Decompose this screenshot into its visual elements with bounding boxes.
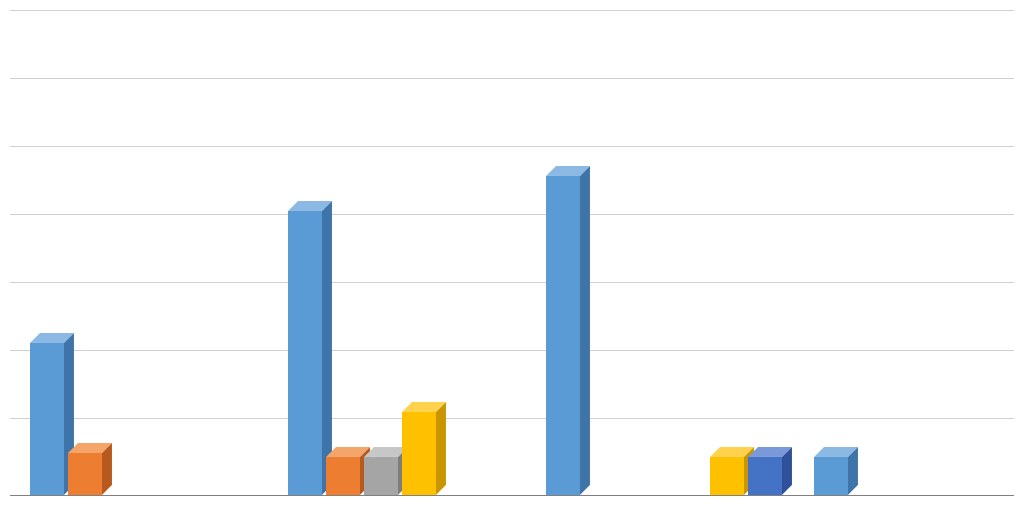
- bar: [326, 457, 360, 495]
- bar-front: [326, 457, 360, 495]
- gridline: [10, 282, 1014, 283]
- bar-front: [30, 343, 64, 495]
- bar: [748, 457, 782, 495]
- bar-side: [580, 166, 590, 495]
- bar-front: [68, 453, 102, 495]
- bar: [402, 412, 436, 495]
- gridline: [10, 146, 1014, 147]
- bar-side: [436, 402, 446, 495]
- gridline: [10, 350, 1014, 351]
- bar-front: [710, 457, 744, 495]
- bar: [288, 211, 322, 495]
- bar: [364, 457, 398, 495]
- bar-front: [814, 457, 848, 495]
- bar-front: [546, 176, 580, 495]
- bar: [814, 457, 848, 495]
- bar-chart: [0, 0, 1024, 515]
- bar-front: [402, 412, 436, 495]
- bar: [68, 453, 102, 495]
- baseline: [10, 495, 1014, 496]
- gridline: [10, 418, 1014, 419]
- gridline: [10, 214, 1014, 215]
- bar-front: [748, 457, 782, 495]
- plot-area: [10, 10, 1014, 505]
- bar: [546, 176, 580, 495]
- bar-front: [364, 457, 398, 495]
- gridline: [10, 78, 1014, 79]
- bar-front: [288, 211, 322, 495]
- bar: [30, 343, 64, 495]
- bar: [710, 457, 744, 495]
- gridline: [10, 10, 1014, 11]
